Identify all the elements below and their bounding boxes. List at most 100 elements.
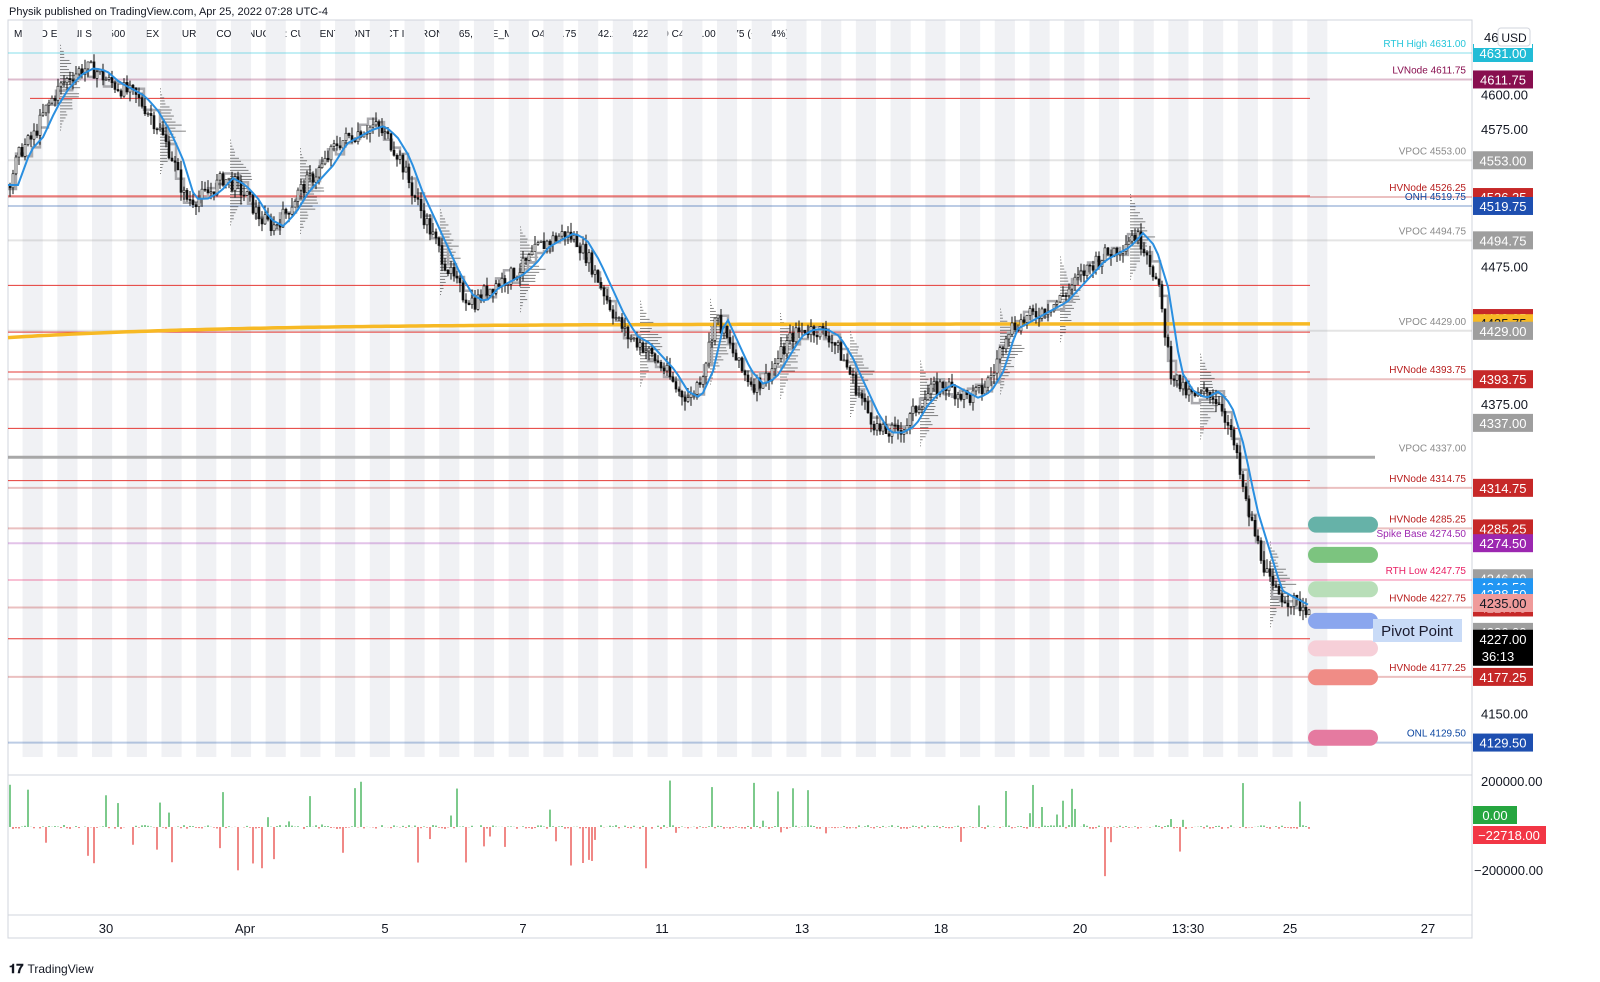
level-label: ONL 4129.50	[1407, 729, 1467, 740]
candle-body	[857, 393, 861, 395]
candle-body	[392, 149, 396, 156]
candle-body	[971, 390, 975, 403]
candle-body	[92, 61, 96, 79]
candle-body	[62, 82, 66, 85]
candle-body	[797, 327, 801, 333]
candle-body	[845, 359, 849, 368]
profile-bar	[1130, 275, 1132, 277]
candle-body	[542, 240, 546, 249]
session-band	[369, 20, 390, 757]
candle-body	[1226, 422, 1230, 426]
candle-body	[1181, 381, 1185, 390]
profile-bar	[1060, 256, 1061, 258]
axis-level-tag: 4553.00	[1480, 153, 1527, 168]
profile-bar	[850, 346, 859, 348]
price-axis[interactable]: 4600.00 4575.00 4475.00 4375.00 4150.00 4631.…	[1473, 44, 1533, 752]
delta-histogram: 200000.00 −200000.00 0.00 −22718.00	[9, 774, 1546, 878]
profile-bar	[1270, 577, 1290, 579]
profile-bar	[710, 298, 711, 300]
profile-bar	[60, 123, 63, 125]
profile-bar	[1200, 390, 1223, 392]
candle-body	[1166, 336, 1170, 347]
profile-bar	[440, 230, 450, 232]
candle-body	[572, 234, 576, 240]
candle-body	[1280, 593, 1284, 603]
candle-body	[407, 166, 411, 183]
candle-body	[296, 189, 300, 202]
candle-body	[419, 198, 423, 211]
candle-body	[956, 394, 960, 400]
candle-body	[524, 257, 528, 261]
profile-bar	[1130, 209, 1136, 211]
profile-bar	[920, 372, 926, 374]
candle-body	[311, 173, 315, 183]
candle-body	[167, 141, 171, 159]
candle-body	[992, 372, 996, 376]
candle-body	[1154, 276, 1158, 280]
profile-bar	[440, 209, 441, 211]
candle-body	[302, 184, 306, 193]
candle-body	[563, 231, 567, 238]
profile-bar	[300, 148, 301, 150]
candle-body	[653, 353, 657, 362]
candle-body	[635, 337, 639, 348]
profile-bar	[850, 343, 857, 345]
candle-body	[1211, 397, 1215, 400]
profile-bar	[230, 185, 245, 187]
candle-body	[878, 423, 882, 432]
profile-bar	[1200, 365, 1206, 367]
candle-body	[587, 252, 591, 264]
candle-body	[1031, 308, 1035, 312]
profile-bar	[1200, 353, 1201, 355]
candle-body	[791, 332, 795, 343]
tradingview-footer[interactable]: 𝟏𝟕 TradingView	[9, 961, 94, 977]
candle-body	[641, 342, 645, 353]
profile-bar	[780, 391, 784, 393]
profile-bar	[640, 306, 643, 308]
profile-bar	[640, 364, 648, 366]
delta-up-tag: 0.00	[1482, 808, 1507, 823]
profile-bar	[710, 383, 711, 385]
profile-bar	[1000, 375, 1009, 377]
currency-button[interactable]	[1497, 27, 1531, 47]
profile-bar	[440, 257, 461, 259]
candle-body	[1298, 598, 1302, 612]
time-tick: 30	[99, 921, 113, 936]
profile-bar	[850, 370, 875, 372]
annotation-layer: Pivot Point	[1373, 619, 1462, 642]
profile-bar	[520, 265, 540, 267]
profile-bar	[300, 211, 308, 213]
profile-bar	[710, 304, 712, 306]
candle-body	[1292, 594, 1296, 607]
candle-body	[383, 131, 387, 134]
candle-body	[1250, 516, 1254, 521]
profile-bar	[1000, 393, 1001, 395]
profile-bar	[230, 160, 242, 162]
profile-bar	[920, 381, 928, 383]
time-axis[interactable]: 30 Apr 5 7 11 13 18 20 13:30 25 27	[99, 921, 1435, 936]
candle-body	[638, 342, 642, 348]
candle-body	[341, 140, 345, 149]
candle-body	[1268, 568, 1272, 577]
profile-bar	[1270, 550, 1275, 552]
candle-body	[317, 167, 321, 178]
candle-body	[1103, 247, 1107, 262]
profile-bar	[440, 212, 442, 214]
axis-extra-tag: 4337.00	[1480, 416, 1527, 431]
profile-bar	[780, 379, 789, 381]
candle-body	[1289, 606, 1293, 608]
candle-body	[590, 252, 594, 275]
candle-body	[1220, 403, 1224, 412]
time-tick: 20	[1073, 921, 1087, 936]
candle-body	[1040, 308, 1044, 319]
axis-extra-tag: 4235.00	[1480, 596, 1527, 611]
candle-body	[932, 381, 936, 385]
candle-body	[683, 396, 687, 402]
candle-body	[146, 113, 150, 115]
profile-bar	[1200, 362, 1206, 364]
candle-body	[290, 206, 294, 215]
profile-bar	[60, 69, 70, 71]
candle-body	[188, 199, 192, 201]
currency-label[interactable]: USD	[1501, 31, 1527, 45]
